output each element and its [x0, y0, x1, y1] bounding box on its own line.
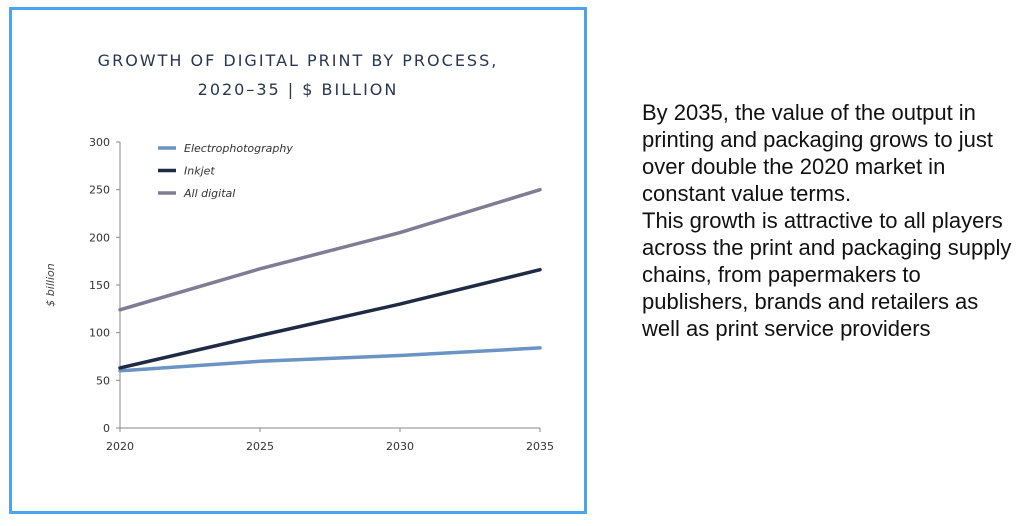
legend-label-0: Electrophotography: [184, 142, 293, 155]
side-description: By 2035, the value of the output in prin…: [642, 99, 1012, 342]
y-tick-label: 150: [89, 279, 110, 292]
y-tick-label: 200: [89, 231, 110, 244]
y-tick-label: 300: [89, 136, 110, 149]
x-tick-label: 2025: [246, 440, 274, 453]
y-tick-label: 100: [89, 327, 110, 340]
side-paragraph-2: This growth is attractive to all players…: [642, 208, 1012, 341]
side-paragraph-1: By 2035, the value of the output in prin…: [642, 100, 993, 206]
y-tick-label: 250: [89, 184, 110, 197]
x-tick-label: 2035: [526, 440, 554, 453]
chart-title-line2: 2020–35 | $ BILLION: [197, 80, 399, 99]
legend-label-2: All digital: [183, 187, 235, 200]
chart-title: GROWTH OF DIGITAL PRINT BY PROCESS, 2020…: [12, 46, 584, 104]
y-tick-label: 50: [96, 374, 110, 387]
y-axis-label: $ billion: [44, 263, 57, 306]
x-tick-label: 2020: [106, 440, 134, 453]
legend-label-1: Inkjet: [184, 165, 215, 178]
series-line-2: [118, 187, 542, 312]
chart-panel: GROWTH OF DIGITAL PRINT BY PROCESS, 2020…: [9, 7, 587, 514]
x-tick-label: 2030: [386, 440, 414, 453]
y-tick-label: 0: [103, 422, 110, 435]
chart-title-line1: GROWTH OF DIGITAL PRINT BY PROCESS,: [97, 51, 499, 70]
line-chart: 0 50 100 150 200 250 300 2020 2025 2030 2035 $ bill…: [44, 136, 554, 453]
series-line-0: [118, 346, 542, 373]
series-line-1: [118, 267, 542, 370]
